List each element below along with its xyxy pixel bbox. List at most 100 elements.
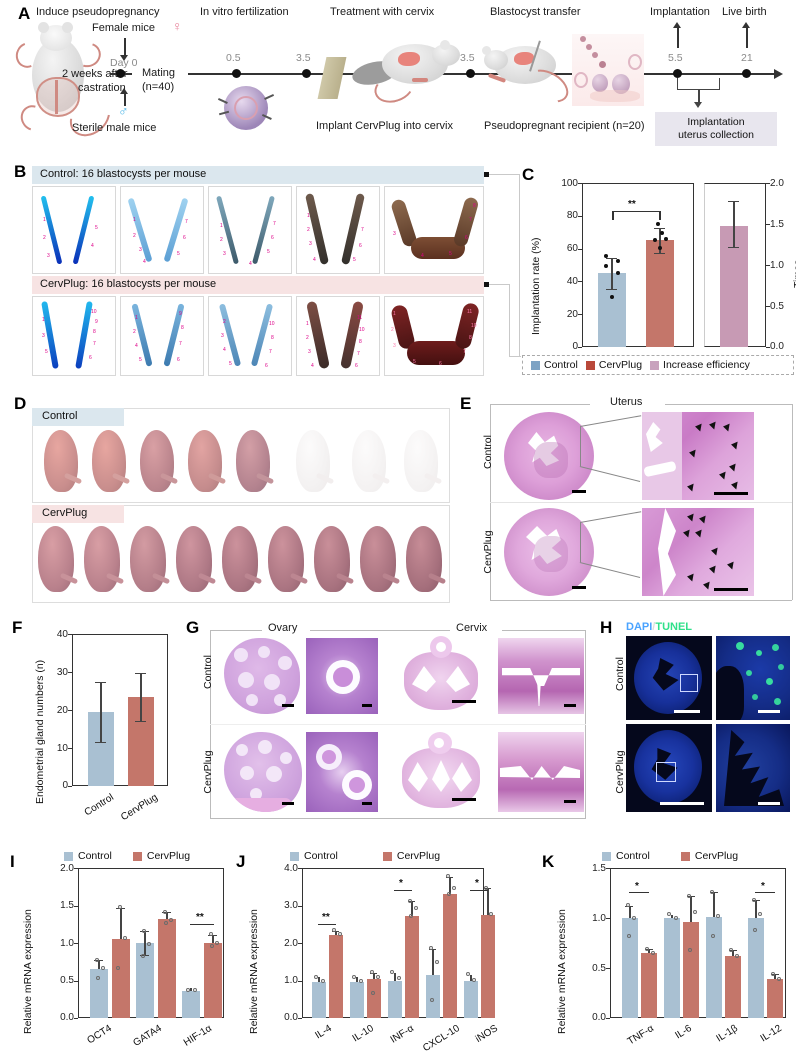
legend-label-cervplug: CervPlug: [598, 359, 643, 371]
timeline-dot-0-5: [232, 69, 241, 78]
uterus-section-cervplug-zoom: [642, 508, 754, 596]
female-symbol-icon: ♀: [172, 18, 183, 34]
panel-f-xtick-cervplug: CervPlug: [119, 792, 160, 824]
panel-k-significance-il12: *: [761, 881, 765, 892]
tunel-control-zoom: [716, 636, 790, 720]
panel-k-letter: K: [542, 852, 555, 871]
panel-i-letter: I: [10, 852, 15, 871]
panel-c-ytick-60: 60: [566, 243, 578, 254]
panel-e-uterus-histology: E Uterus Control CervPlug: [460, 394, 796, 608]
panel-b-cervplug-band: CervPlug: 16 blastocysts per mouse: [32, 276, 484, 294]
legend-label-cervplug: CervPlug: [694, 850, 739, 862]
panel-h-title-dapi: DAPI: [626, 621, 653, 633]
panel-k-bar-il1b-cervplug: [725, 956, 741, 1018]
uterus-section-control-zoom: [642, 412, 754, 500]
legend-swatch-cervplug: [132, 851, 142, 861]
ovary-cervplug-zoom: [306, 732, 378, 812]
panel-c-rytick-0-5: 0.5: [770, 301, 784, 312]
panel-j-xtick-inos: iNOS: [473, 1023, 500, 1045]
cervix-control-overview: [394, 636, 486, 716]
legend-swatch-control: [531, 360, 540, 370]
legend-item-increase-efficiency: Increase efficiency: [650, 359, 750, 371]
pup-control-1: [44, 430, 83, 492]
scalebar-g-ovary-control-zoom: [362, 704, 372, 707]
panel-i-xtick-hif1a: HIF-1α: [181, 1023, 214, 1049]
panel-e-row-control-label: Control: [482, 435, 494, 469]
scalebar-g-cervix-control-zoom: [564, 704, 576, 707]
panel-g-title-ovary: Ovary: [268, 622, 298, 634]
panel-i-ytick-1-5: 1.5: [60, 900, 74, 911]
panel-e-title: Uterus: [610, 396, 643, 408]
panel-c-ytick-20: 20: [566, 309, 578, 320]
panel-c-significance: **: [628, 199, 636, 210]
panel-h-letter: H: [600, 618, 613, 637]
panel-d-control-frame: [32, 408, 450, 503]
uterus-image-control-4: 1 2 3 4 5 6 7: [296, 186, 380, 274]
panel-d-newborn-pups: D Control CervPlug: [14, 394, 452, 608]
panel-j-bar-il4-control: [312, 982, 326, 1018]
panel-j-bar-infa-cervplug: [405, 915, 419, 1018]
panel-c-ytick-80: 80: [566, 210, 578, 221]
sterile-male-mouse-illustration: [11, 22, 119, 145]
panel-a-header-3: Blastocyst transfer: [490, 6, 581, 18]
panel-i-legend: Control CervPlug: [64, 850, 190, 862]
panel-k-bar-tnfa-control: [622, 918, 638, 1018]
cervix-cervplug-zoom: [498, 732, 584, 812]
legend-item-control: Control: [531, 359, 578, 371]
panel-j-letter: J: [236, 852, 246, 871]
panel-j-bar-il4-cervplug: [329, 935, 343, 1018]
panel-a-header-1: In vitro fertilization: [200, 6, 289, 18]
panel-f-ytick-0: 0: [62, 780, 68, 791]
legend-label-cervplug: CervPlug: [396, 850, 441, 862]
panel-b-uterine-horns: B Control: 16 blastocysts per mouse Cerv…: [14, 162, 521, 378]
pup-control-5: [236, 430, 275, 492]
panel-i-ylabel: Relative mRNA expression: [22, 909, 34, 1034]
uterus-image-cervplug-3: 2 3 4 5 6 7 8 10: [208, 296, 292, 376]
timeline-dot-day0: [116, 69, 125, 78]
legend-swatch-control: [64, 851, 73, 861]
panel-k-ytick-1-5: 1.5: [592, 863, 606, 874]
panel-b-control-band: Control: 16 blastocysts per mouse: [32, 166, 484, 184]
panel-g-title-cervix: Cervix: [456, 622, 488, 634]
scalebar-g-ovary-cervplug: [282, 802, 294, 805]
panel-j-significance-infa: *: [399, 878, 403, 889]
panel-k-ytick-0-0: 0.0: [592, 1012, 606, 1023]
panel-j-ytick-0-0: 0.0: [284, 1012, 298, 1023]
panel-k-bar-il12-cervplug: [767, 979, 783, 1018]
panel-f-ytick-30: 30: [56, 667, 68, 678]
ivf-oocyte-illustration: [216, 82, 276, 137]
panel-k-bar-il6-control: [664, 918, 680, 1018]
uterus-image-control-1: 1 2 3 4 5: [32, 186, 116, 274]
panel-c-ylabel: Implantation rate (%): [530, 237, 542, 335]
panel-i-bar-gata4-cervplug: [158, 919, 176, 1018]
panel-k-xtick-il12: IL-12: [758, 1023, 784, 1045]
legend-label-control: Control: [544, 359, 578, 371]
panel-j-ylabel: Relative mRNA expression: [248, 909, 260, 1034]
panel-i-ytick-0-5: 0.5: [60, 975, 74, 986]
panel-j-significance-il4: **: [322, 912, 330, 923]
panel-j-bar-il10-control: [350, 981, 364, 1018]
panel-i-significance-hif1a: **: [196, 912, 204, 923]
panel-j-xtick-il4: IL-4: [313, 1023, 334, 1042]
panel-h-row-control-label: Control: [614, 657, 626, 691]
treatment-mouse-illustration: [350, 38, 464, 108]
panel-j-bar-cxcl10-control: [426, 974, 440, 1018]
scalebar-g-cervix-control: [452, 700, 476, 703]
panel-h-tunel-staining: H DAPI/TUNEL Control CervPlug: [600, 618, 796, 830]
cervix-control-zoom: [498, 638, 584, 714]
panel-d-cervplug-frame: [32, 505, 450, 603]
panel-k-bar-il6-cervplug: [683, 922, 699, 1018]
panel-a-header-5: Live birth: [722, 6, 767, 18]
pup-cervplug-8: [360, 526, 401, 592]
panel-c-rytick-1-0: 1.0: [770, 260, 784, 271]
scalebar-e-control-zoom: [714, 492, 748, 495]
scalebar-h-cervplug-overview: [660, 802, 704, 805]
scalebar-g-ovary-cervplug-zoom: [362, 802, 372, 805]
collection-line-1: Implantation: [687, 116, 745, 128]
timeline-dot-3-5b: [466, 69, 475, 78]
tunel-cervplug-zoom: [716, 724, 790, 812]
panel-k-xtick-il6: IL-6: [673, 1023, 694, 1042]
ovary-control-overview: [224, 638, 300, 714]
timepoint-3-5-a: 3.5: [296, 52, 311, 64]
panel-g-row-control-label: Control: [202, 655, 214, 689]
